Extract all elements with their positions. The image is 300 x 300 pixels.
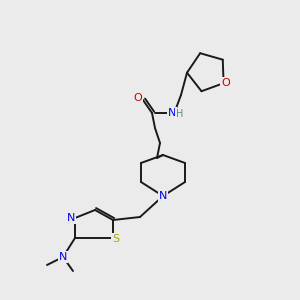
Text: N: N: [67, 213, 75, 223]
Text: O: O: [221, 78, 230, 88]
Text: S: S: [112, 234, 120, 244]
Text: N: N: [159, 191, 167, 201]
Text: N: N: [59, 252, 67, 262]
Text: O: O: [134, 93, 142, 103]
Text: N: N: [168, 108, 176, 118]
Text: H: H: [176, 109, 184, 119]
